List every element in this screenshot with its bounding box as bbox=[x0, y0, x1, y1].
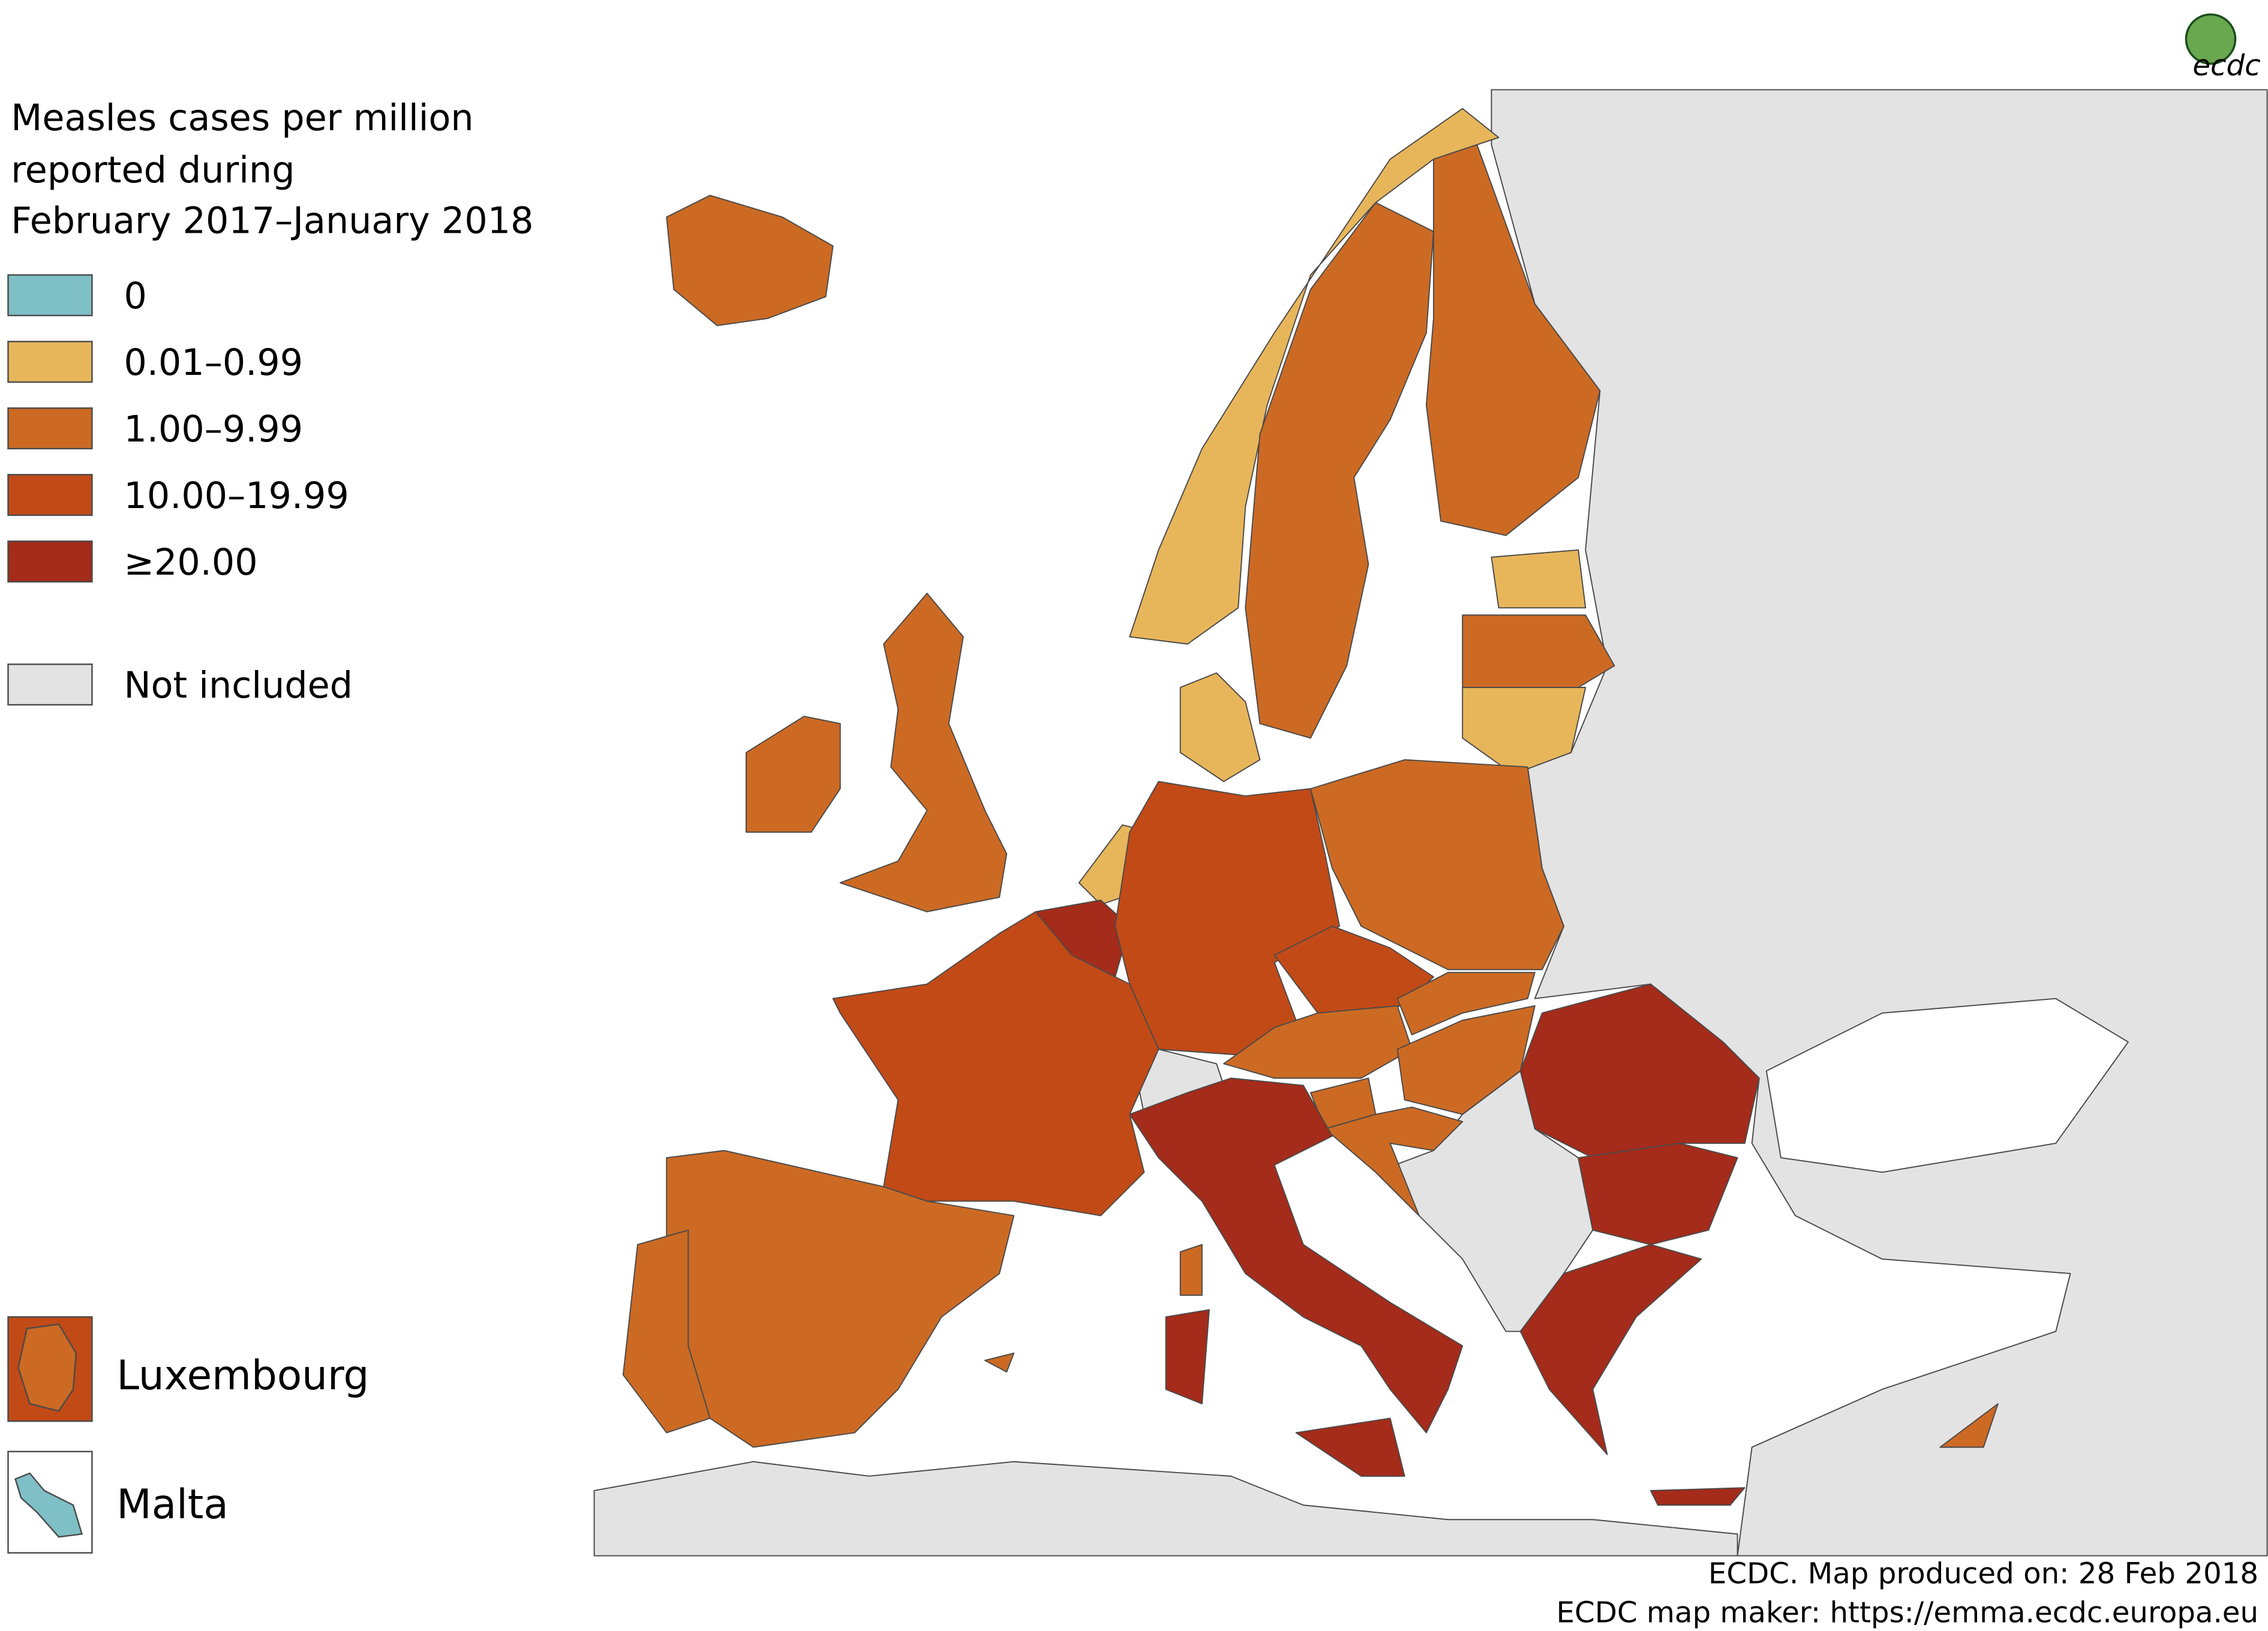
country bbox=[1324, 1106, 1464, 1217]
country bbox=[1309, 759, 1565, 971]
country bbox=[1223, 1005, 1413, 1079]
title: Measles cases per million reported durin… bbox=[11, 97, 533, 242]
logo-globe bbox=[2185, 13, 2237, 65]
land-not-included bbox=[593, 1461, 1738, 1557]
country bbox=[1462, 614, 1615, 688]
country bbox=[1396, 972, 1536, 1035]
legend-label: 0 bbox=[124, 275, 147, 317]
title-line: reported during bbox=[11, 149, 295, 191]
country bbox=[1650, 1487, 1746, 1506]
map bbox=[593, 89, 2268, 1557]
inset-label: Luxembourg bbox=[116, 1351, 369, 1399]
logo: ecdc bbox=[2185, 13, 2261, 82]
country bbox=[1519, 1243, 1702, 1455]
country bbox=[1462, 687, 1587, 775]
country bbox=[1179, 672, 1261, 782]
inset: Luxembourg bbox=[7, 1316, 369, 1422]
country bbox=[1425, 144, 1601, 536]
country bbox=[832, 911, 1159, 1217]
footer-text: ECDC. Map produced on: 28 Feb 2018 bbox=[1708, 1557, 2258, 1590]
country bbox=[1578, 1142, 1738, 1245]
title-line: February 2017–January 2018 bbox=[11, 200, 533, 242]
country bbox=[1519, 983, 1760, 1159]
country bbox=[666, 194, 834, 326]
title-line: Measles cases per million bbox=[11, 97, 473, 139]
legend-swatch bbox=[7, 663, 93, 706]
country bbox=[1245, 202, 1434, 739]
country bbox=[984, 1352, 1015, 1373]
country bbox=[839, 593, 1008, 912]
country bbox=[622, 1229, 711, 1434]
country bbox=[1295, 1417, 1405, 1477]
inset-frame bbox=[7, 1450, 93, 1554]
inset-country bbox=[14, 1472, 83, 1538]
legend-swatch bbox=[7, 407, 93, 450]
logo-text: ecdc bbox=[2192, 49, 2260, 82]
country bbox=[1491, 549, 1587, 609]
country bbox=[1179, 1243, 1203, 1296]
legend-label: Not included bbox=[124, 665, 353, 707]
country bbox=[1939, 1403, 1999, 1448]
country bbox=[1165, 1309, 1210, 1405]
legend-swatch bbox=[7, 474, 93, 516]
country bbox=[745, 716, 841, 833]
legend: 0 0.01–0.99 1.00–9.99 10.00–19.99 ≥20.00 Not … bbox=[7, 274, 353, 707]
legend-swatch bbox=[7, 274, 93, 317]
country bbox=[1115, 780, 1341, 1058]
legend-label: ≥20.00 bbox=[124, 542, 258, 584]
footer-text: ECDC map maker: https://emma.ecdc.europa… bbox=[1557, 1596, 2259, 1630]
inset: Malta bbox=[7, 1450, 229, 1554]
legend-label: 10.00–19.99 bbox=[124, 475, 349, 517]
legend-label: 1.00–9.99 bbox=[124, 408, 304, 450]
legend-swatch bbox=[7, 341, 93, 383]
legend-swatch bbox=[7, 540, 93, 583]
country bbox=[1129, 1077, 1464, 1434]
legend-label: 0.01–0.99 bbox=[124, 342, 304, 384]
black-sea bbox=[1765, 998, 2129, 1173]
inset-country bbox=[17, 1323, 77, 1412]
inset-label: Malta bbox=[116, 1480, 228, 1528]
